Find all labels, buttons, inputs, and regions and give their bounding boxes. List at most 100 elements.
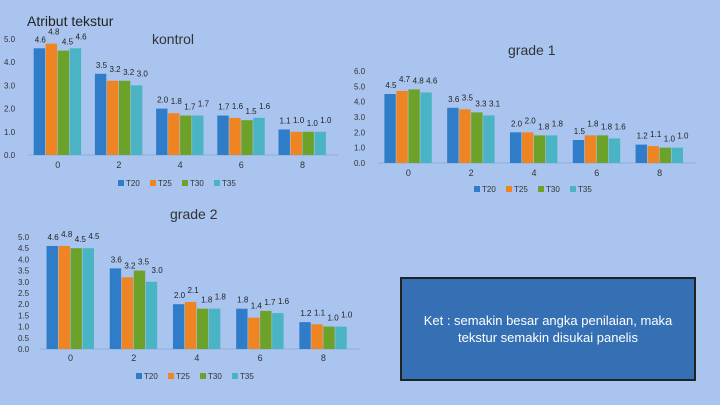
bar-t30 — [471, 112, 483, 163]
data-label: 3.5 — [96, 61, 108, 70]
x-tick-label: 0 — [406, 168, 411, 178]
data-label: 1.0 — [328, 314, 340, 323]
data-label: 1.1 — [280, 116, 292, 125]
data-label: 2.0 — [174, 291, 186, 300]
legend-swatch-t25 — [506, 186, 512, 192]
data-label: 3.2 — [110, 65, 122, 74]
bar-t35 — [608, 138, 621, 163]
x-tick-label: 4 — [178, 160, 183, 170]
data-label: 1.0 — [664, 135, 676, 144]
data-label: 3.3 — [475, 99, 487, 108]
bar-t35 — [420, 92, 432, 163]
y-tick-label: 2.0 — [354, 128, 366, 137]
y-tick-label: 2.0 — [4, 105, 16, 114]
bar-t30 — [70, 248, 82, 349]
data-label: 4.6 — [48, 233, 60, 242]
legend-entry: T20 — [482, 185, 496, 194]
data-label: 4.8 — [61, 230, 73, 239]
bar-t20 — [635, 144, 647, 163]
legend-swatch-t30 — [200, 373, 206, 379]
legend-swatch-t25 — [150, 180, 156, 186]
legend-swatch-t30 — [182, 180, 188, 186]
bar-t35 — [272, 313, 284, 349]
data-label: 1.8 — [237, 296, 249, 305]
legend-swatch-t35 — [570, 186, 576, 192]
data-label: 1.8 — [587, 119, 599, 128]
bar-t25 — [121, 277, 134, 349]
x-tick-label: 0 — [68, 353, 73, 363]
bar-t35 — [671, 147, 683, 163]
bar-t25 — [58, 245, 70, 349]
data-label: 3.2 — [124, 261, 136, 270]
chart-title-kontrol: kontrol — [152, 31, 195, 47]
data-label: 1.0 — [341, 311, 353, 320]
y-tick-label: 1.5 — [18, 311, 30, 320]
bar-t25 — [584, 135, 597, 163]
bar-t35 — [208, 308, 221, 349]
data-label: 1.8 — [215, 293, 227, 302]
x-tick-label: 8 — [300, 160, 305, 170]
bar-t35 — [483, 115, 495, 163]
legend-entry: T25 — [176, 372, 190, 381]
bar-t35 — [82, 248, 94, 349]
data-label: 3.5 — [462, 93, 474, 102]
data-label: 1.8 — [171, 97, 183, 106]
bar-t30 — [196, 308, 209, 349]
bar-t30 — [323, 326, 335, 349]
data-label: 1.8 — [201, 296, 213, 305]
bar-t20 — [572, 140, 585, 163]
y-tick-label: 6.0 — [354, 67, 366, 76]
y-tick-label: 1.0 — [4, 128, 16, 137]
legend-entry: T25 — [514, 185, 528, 194]
legend-entry: T30 — [190, 179, 204, 188]
data-label: 1.7 — [264, 298, 276, 307]
bar-t25 — [168, 113, 180, 155]
data-label: 1.6 — [259, 102, 271, 111]
y-tick-label: 3.0 — [354, 113, 366, 122]
y-tick-label: 1.0 — [18, 323, 30, 332]
bar-t25 — [311, 324, 323, 349]
bar-t30 — [408, 89, 420, 163]
legend-swatch-t20 — [136, 373, 142, 379]
data-label: 1.5 — [246, 107, 258, 116]
bar-t35 — [192, 115, 204, 155]
bar-t20 — [447, 107, 459, 163]
data-label: 3.2 — [123, 68, 135, 77]
data-label: 1.8 — [538, 122, 550, 131]
y-tick-label: 5.0 — [18, 233, 30, 242]
x-tick-label: 6 — [594, 168, 599, 178]
data-label: 4.7 — [399, 75, 411, 84]
data-label: 1.1 — [650, 130, 662, 139]
y-tick-label: 2.5 — [18, 289, 30, 298]
data-label: 1.7 — [184, 103, 196, 112]
bar-t30 — [260, 310, 272, 349]
data-label: 4.5 — [88, 232, 100, 241]
x-tick-label: 0 — [55, 160, 60, 170]
legend-entry: T20 — [126, 179, 140, 188]
bar-t30 — [533, 135, 546, 163]
y-tick-label: 4.0 — [4, 58, 16, 67]
legend-swatch-t35 — [214, 180, 220, 186]
x-tick-label: 8 — [657, 168, 662, 178]
data-label: 3.6 — [448, 95, 460, 104]
data-label: 1.7 — [218, 103, 230, 112]
x-tick-label: 6 — [258, 353, 263, 363]
y-tick-label: 3.5 — [18, 267, 30, 276]
legend-entry: T35 — [240, 372, 254, 381]
x-tick-label: 2 — [131, 353, 136, 363]
data-label: 1.0 — [677, 132, 689, 141]
data-label: 1.2 — [300, 309, 312, 318]
x-tick-label: 4 — [531, 168, 536, 178]
data-label: 4.6 — [426, 76, 438, 85]
bar-t20 — [384, 94, 396, 163]
bar-t25 — [248, 317, 260, 349]
bar-t30 — [596, 135, 609, 163]
legend-swatch-t35 — [232, 373, 238, 379]
x-tick-label: 6 — [239, 160, 244, 170]
data-label: 3.1 — [489, 99, 501, 108]
bar-t25 — [396, 90, 408, 163]
data-label: 4.8 — [413, 76, 425, 85]
bar-t30 — [659, 147, 671, 163]
data-label: 3.0 — [137, 69, 149, 78]
